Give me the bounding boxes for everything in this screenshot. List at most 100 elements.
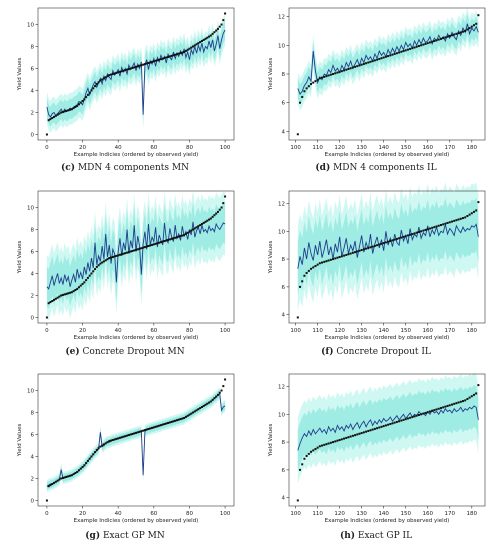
observed-point-34 [106,75,109,78]
observed-point-119 [336,439,339,442]
observed-point-92 [209,400,212,403]
chart-panel-d: 100 110 120 130 140 150 160 170 180 4 6 8 10 12 Exampl… [251,0,501,180]
observed-point-100 [224,378,227,381]
observed-point-69 [168,55,171,58]
observed-point-5 [54,480,57,483]
observed-point-31 [101,261,104,264]
observed-point-74 [177,52,180,55]
observed-point-108 [312,266,315,269]
observed-point-107 [310,450,313,453]
observed-point-172 [453,219,456,222]
observed-point-46 [127,251,130,254]
observed-point-60 [152,426,155,429]
observed-point-125 [349,435,352,438]
x-tick-label-180: 180 [467,145,478,151]
observed-point-49 [133,432,136,435]
x-axis-title: Example Indicies (ordered by observed yi… [74,152,199,158]
observed-point-44 [124,252,127,255]
observed-point-167 [442,223,445,226]
x-tick-label-100: 100 [220,145,231,151]
chart-c-svg: 0 20 40 60 80 100 0 2 4 6 8 10 Example Indicies (ord… [17,7,235,158]
observed-point-11 [65,292,68,295]
observed-point-21 [83,464,86,467]
observed-point-163 [433,409,436,412]
observed-point-51 [136,248,139,251]
observed-point-46 [127,434,130,437]
observed-point-107 [310,267,313,270]
observed-point-130 [360,249,363,252]
observed-point-92 [209,217,212,220]
y-tick-label-6: 6 [31,67,35,73]
observed-point-40 [117,254,120,257]
observed-point-100 [224,12,227,15]
observed-point-88 [202,221,205,224]
observed-point-52 [138,430,141,433]
observed-point-4 [53,298,56,301]
observed-point-114 [325,75,328,78]
observed-point-76 [181,417,184,420]
observed-point-153 [411,416,414,419]
observed-point-29 [97,264,100,267]
y-tick-label-6: 6 [282,468,286,474]
observed-point-111 [318,445,321,448]
observed-point-155 [415,45,418,48]
observed-point-171 [450,403,453,406]
x-tick-label-100: 100 [290,511,301,517]
observed-point-91 [208,35,211,38]
observed-point-12 [67,475,70,478]
observed-point-160 [426,228,429,231]
observed-point-90 [206,219,209,222]
observed-point-6 [56,296,59,299]
x-tick-label-80: 80 [186,328,193,334]
observed-point-105 [305,271,308,274]
chart-f-svg: 100 110 120 130 140 150 160 170 180 4 6 8 10 12 Exampl… [268,182,486,341]
observed-point-72 [174,53,177,56]
chart-g-svg: 0 20 40 60 80 100 0 2 4 6 8 10 Example Indicies (ord… [17,373,235,524]
y-tick-label-8: 8 [31,228,35,234]
x-tick-label-170: 170 [445,145,456,151]
observed-point-74 [177,418,180,421]
observed-point-18 [77,103,80,106]
y-tick-label-10: 10 [278,412,285,418]
y-tick-label-2: 2 [31,294,35,300]
observed-point-44 [124,69,127,72]
observed-point-182 [475,209,478,212]
x-tick-label-150: 150 [400,145,411,151]
x-tick-label-40: 40 [115,328,122,334]
observed-point-43 [122,252,125,255]
observed-point-166 [439,224,442,227]
observed-point-19 [79,467,82,470]
x-tick-label-140: 140 [378,328,389,334]
y-tick-label-10: 10 [278,229,285,235]
observed-point-42 [120,253,123,256]
observed-point-80 [188,47,191,50]
observed-point-20 [81,99,84,102]
observed-point-137 [376,427,379,430]
observed-point-65 [161,240,164,243]
observed-point-36 [110,439,113,442]
observed-point-118 [334,257,337,260]
observed-point-114 [325,443,328,446]
y-tick-label-10: 10 [27,23,34,29]
observed-point-181 [472,210,475,213]
y-tick-label-4: 4 [31,455,35,461]
observed-point-157 [420,44,423,47]
x-tick-label-170: 170 [445,511,456,517]
observed-point-175 [459,31,462,34]
observed-point-24 [88,457,91,460]
observed-point-77 [183,417,186,419]
caption-f-text: Concrete Dropout IL [336,347,431,357]
observed-point-104 [303,457,306,460]
observed-point-52 [138,64,141,67]
observed-point-94 [213,31,216,34]
observed-point-180 [470,25,473,28]
y-axis-title: Yield Values [17,57,23,91]
observed-point-129 [358,249,361,252]
x-tick-label-0: 0 [45,328,49,334]
observed-point-38 [113,438,116,441]
observed-point-61 [154,59,157,62]
observed-point-23 [86,93,89,96]
y-tick-label-8: 8 [282,257,286,263]
observed-point-87 [200,223,203,225]
caption-h-letter: (h) [339,531,355,541]
